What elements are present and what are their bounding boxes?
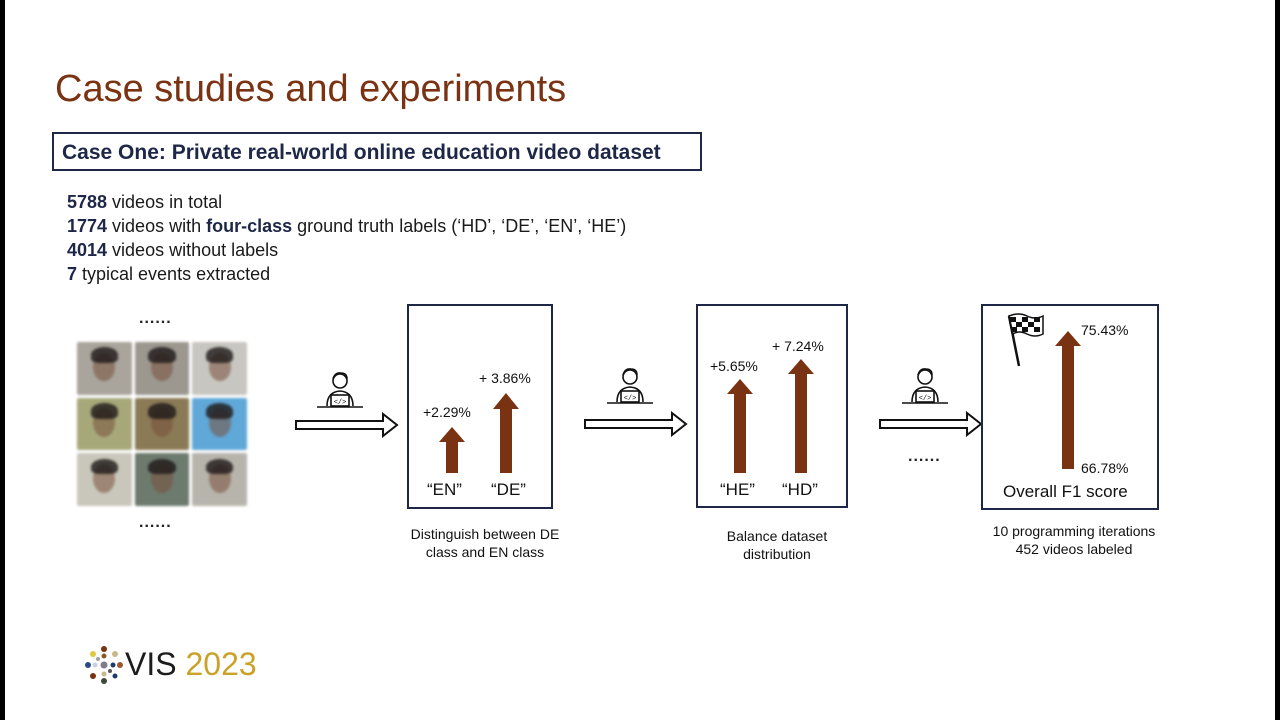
slide-title: Case studies and experiments [55, 68, 567, 110]
up-arrow-icon [1055, 331, 1081, 469]
video-thumbnail [192, 342, 247, 395]
panel-balance-dataset: +5.65% + 7.24% “HE” “HD” [696, 304, 848, 508]
stat-line: 7 typical events extracted [67, 262, 626, 286]
caption-step3: 10 programming iterations 452 videos lab… [969, 522, 1179, 558]
programmer-laptop-icon: </> [607, 368, 653, 404]
vis-logo-text: VIS 2023 [125, 646, 257, 683]
de-improvement: + 3.86% [479, 370, 531, 386]
panel-overall-f1: 75.43% 66.78% Overall F1 score [981, 304, 1159, 510]
case-heading: Case One: Private real-world online educ… [62, 141, 661, 164]
caption-line: distribution [743, 546, 811, 562]
stat-text: ground truth labels (‘HD’, ‘DE’, ‘EN’, ‘… [292, 216, 627, 236]
video-thumbnail [77, 342, 132, 395]
up-arrow-icon [493, 393, 519, 473]
ellipsis-top: ...... [139, 310, 172, 327]
stat-text: videos in total [107, 192, 223, 212]
right-arrow-icon [295, 412, 399, 438]
right-arrow-icon [584, 411, 688, 437]
f1-initial-value: 66.78% [1081, 460, 1129, 476]
stat-line: 1774 videos with four-class ground truth… [67, 214, 626, 238]
dataset-stats: 5788 videos in total 1774 videos with fo… [67, 190, 626, 286]
stat-bold: four-class [206, 216, 293, 236]
ellipsis-iterations: ...... [908, 448, 941, 465]
class-label-en: “EN” [427, 480, 462, 499]
caption-line: Balance dataset [726, 528, 828, 544]
caption-line: 10 programming iterations [992, 523, 1156, 539]
stat-number: 5788 [67, 192, 108, 212]
video-thumbnail [134, 342, 190, 395]
stat-number: 4014 [67, 240, 108, 260]
checkered-flag-icon [1007, 313, 1044, 367]
programmer-laptop-icon: </> [317, 372, 363, 408]
svg-text:</>: </> [624, 395, 637, 403]
stat-number: 1774 [67, 216, 108, 236]
stat-text: videos with [107, 216, 207, 236]
up-arrow-icon [727, 379, 753, 473]
vis-logo-name: VIS [125, 646, 177, 682]
stat-line: 4014 videos without labels [67, 238, 626, 262]
up-arrow-icon [439, 427, 465, 473]
svg-text:</>: </> [919, 395, 932, 403]
caption-line: Distinguish between DE [410, 526, 560, 542]
slide: Case studies and experiments Case One: P… [5, 0, 1275, 720]
video-thumbnail [192, 453, 247, 506]
svg-text:</>: </> [334, 399, 347, 407]
ellipsis-bottom: ...... [139, 514, 172, 531]
vis-logo-year: 2023 [185, 646, 257, 682]
hd-improvement: + 7.24% [772, 338, 824, 354]
vis-logo-icon [85, 646, 123, 684]
caption-line: class and EN class [425, 544, 545, 560]
caption-line: 452 videos labeled [1015, 541, 1133, 557]
en-improvement: +2.29% [423, 404, 471, 420]
class-label-he: “HE” [720, 480, 755, 499]
video-thumbnail [192, 397, 247, 451]
stat-text: videos without labels [107, 240, 279, 260]
stat-text: typical events extracted [77, 264, 271, 284]
he-improvement: +5.65% [710, 358, 758, 374]
up-arrow-icon [788, 359, 814, 473]
video-thumbnail [77, 453, 132, 506]
f1-metric-label: Overall F1 score [1003, 482, 1128, 501]
video-thumbnail-grid [77, 342, 247, 506]
right-arrow-icon [879, 411, 983, 437]
class-label-hd: “HD” [782, 480, 818, 499]
video-thumbnail [134, 397, 190, 451]
programmer-laptop-icon: </> [902, 368, 948, 404]
stat-line: 5788 videos in total [67, 190, 626, 214]
panel-distinguish-classes: +2.29% + 3.86% “EN” “DE” [407, 304, 553, 509]
class-label-de: “DE” [491, 480, 526, 499]
caption-step2: Balance dataset distribution [677, 527, 877, 563]
case-heading-box: Case One: Private real-world online educ… [52, 132, 702, 171]
stat-number: 7 [67, 264, 78, 284]
video-thumbnail [134, 453, 190, 506]
f1-final-value: 75.43% [1081, 322, 1129, 338]
caption-step1: Distinguish between DE class and EN clas… [385, 525, 585, 561]
video-thumbnail [77, 397, 132, 451]
